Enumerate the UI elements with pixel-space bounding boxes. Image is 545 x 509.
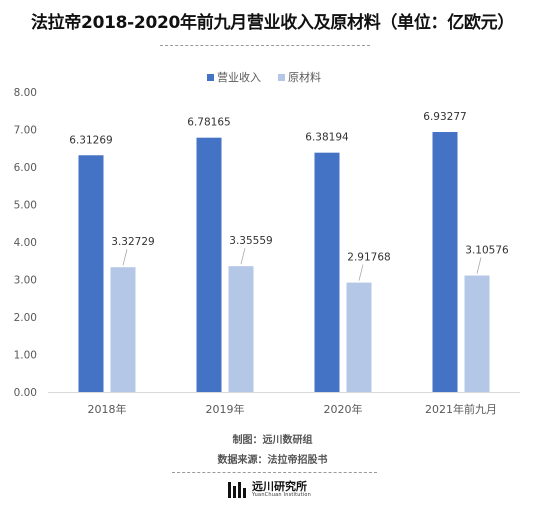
- bars-group: [78, 132, 490, 392]
- y-axis: 0.00 1.00 2.00 3.00 4.00 5.00 6.00 7.00 8.00: [14, 87, 520, 399]
- materials-value-label: 3.32729: [111, 236, 154, 248]
- materials-bar: [110, 267, 136, 392]
- materials-value-label: 2.91768: [347, 252, 390, 264]
- x-tick-label: 2021年前九月: [425, 402, 497, 416]
- materials-label-leader: [240, 248, 246, 265]
- revenue-bar: [78, 155, 104, 392]
- chart-maker-credit: 制图：远川数研组: [232, 435, 313, 446]
- x-tick-label: 2018年: [88, 402, 127, 416]
- logo-name-cn: 远川研究所: [252, 480, 307, 493]
- yuanchuan-logo: 远川研究所 YuanChuan Institution: [228, 481, 311, 498]
- chart-legend: 营业收入 原材料: [207, 70, 321, 84]
- materials-bar: [346, 282, 372, 392]
- data-source-credit: 数据来源：法拉帝招股书: [217, 455, 328, 466]
- y-tick-label: 1.00: [14, 350, 37, 362]
- data-labels: 6.31269 3.32729 6.78165 3.35559 6.38194 2.917…: [69, 111, 509, 281]
- materials-value-label: 3.10576: [465, 245, 509, 257]
- y-tick-label: 3.00: [14, 275, 37, 287]
- revenue-value-label: 6.38194: [305, 132, 349, 144]
- legend-swatch-1: [207, 74, 214, 81]
- revenue-bar: [196, 137, 222, 392]
- x-tick-label: 2019年: [206, 402, 245, 416]
- materials-bar: [464, 275, 490, 392]
- y-tick-label: 2.00: [14, 312, 37, 324]
- logo-name-en: YuanChuan Institution: [252, 492, 312, 498]
- legend-label-1: 营业收入: [217, 70, 261, 84]
- title-divider: [160, 45, 370, 46]
- materials-label-leader: [476, 257, 482, 274]
- revenue-bar: [314, 152, 340, 392]
- y-tick-label: 0.00: [14, 387, 37, 399]
- materials-label-leader: [122, 249, 128, 266]
- revenue-value-label: 6.31269: [69, 134, 112, 146]
- legend-swatch-2: [278, 74, 285, 81]
- materials-value-label: 3.35559: [229, 235, 272, 247]
- y-tick-label: 4.00: [14, 237, 37, 249]
- y-tick-label: 7.00: [14, 125, 37, 137]
- logo-mark-icon: [228, 481, 246, 498]
- x-axis: 2018年 2019年 2020年 2021年前九月: [88, 402, 498, 416]
- footer-divider: [172, 472, 377, 473]
- y-tick-label: 8.00: [14, 87, 37, 99]
- chart-title: 法拉帝2018-2020年前九月营业收入及原材料（单位：亿欧元）: [30, 13, 515, 33]
- legend-label-2: 原材料: [288, 70, 321, 84]
- materials-bar: [228, 266, 254, 392]
- materials-label-leader: [358, 264, 364, 281]
- x-tick-label: 2020年: [324, 402, 363, 416]
- y-tick-label: 6.00: [14, 162, 37, 174]
- y-tick-label: 5.00: [14, 200, 37, 212]
- bar-chart: 营业收入 原材料 0.00 1.00 2.00 3.00 4.00 5.00 6.00 7.00…: [14, 70, 520, 416]
- revenue-bar: [432, 132, 458, 392]
- revenue-value-label: 6.93277: [423, 111, 466, 123]
- revenue-value-label: 6.78165: [187, 117, 230, 129]
